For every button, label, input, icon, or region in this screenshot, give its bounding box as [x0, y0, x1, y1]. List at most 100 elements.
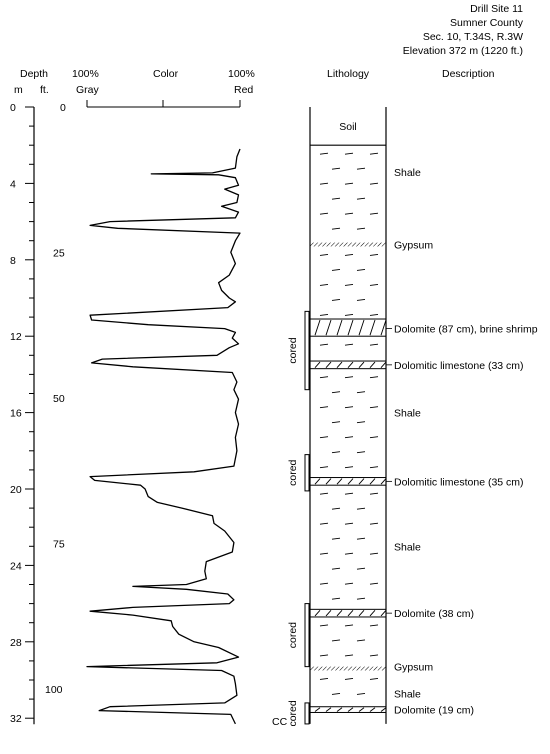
dolomite-symbol: [358, 319, 365, 336]
shale-symbol: [319, 582, 329, 585]
site-elevation: Elevation 372 m (1220 ft.): [403, 45, 523, 57]
shale-symbol: [319, 313, 329, 316]
dolomite-symbol: [325, 319, 332, 336]
dolomite-symbol: [325, 478, 332, 485]
feet-tick-label: 50: [53, 393, 65, 405]
meter-tick-label: 16: [10, 408, 22, 420]
dolomite-symbol: [380, 319, 387, 336]
feet-header: ft.: [40, 84, 49, 96]
dolomite-symbol: [325, 707, 332, 712]
shale-symbol: [319, 406, 329, 409]
dolomite-symbol: [369, 610, 376, 617]
shale-symbol: [369, 376, 379, 379]
dolomite-symbol: [369, 707, 376, 712]
dolomite-symbol: [380, 478, 387, 485]
shale-symbol: [369, 522, 379, 525]
shale-symbol: [331, 391, 341, 394]
dolomite-symbol: [336, 707, 343, 712]
dolomite-symbol: [314, 478, 321, 485]
shale-symbol: [344, 212, 354, 215]
dolomite-symbol: [336, 361, 343, 368]
shale-symbol: [369, 466, 379, 469]
shale-symbol: [344, 436, 354, 439]
layer-descriptions: Shale Gypsum Dolomite (87 cm), brine shrim…: [386, 167, 538, 717]
shale-symbol: [344, 283, 354, 286]
dolomite-symbol: [358, 707, 365, 712]
dolomite-symbol: [380, 610, 387, 617]
shale-symbol: [344, 678, 354, 680]
shale-symbol: [344, 466, 354, 469]
shale-symbol: [319, 436, 329, 439]
dolomite-symbol: [380, 361, 387, 368]
shale-symbol: [344, 313, 354, 316]
shale-symbol: [331, 227, 341, 230]
shale-symbol: [319, 253, 329, 256]
shale-symbol: [369, 253, 379, 256]
dolomite-symbol: [336, 478, 343, 485]
shale-symbol: [331, 639, 341, 642]
meter-tick-label: 32: [10, 713, 22, 725]
cored-label: cored: [287, 337, 299, 363]
shale-symbol: [344, 343, 354, 346]
dolomite-symbol: [369, 478, 376, 485]
column-headers: Depth m ft. 100% Gray Color 100% Red Lit…: [14, 68, 495, 96]
shale-symbol: [356, 268, 366, 271]
shale-symbol: [356, 597, 366, 600]
shale-symbol: [356, 227, 366, 230]
dolomite-symbol: [347, 361, 354, 368]
cored-intervals: cored cored cored cored: [287, 310, 310, 727]
layer-description: Gypsum: [394, 662, 433, 674]
layer-description: Dolomite (38 cm): [394, 608, 474, 620]
shale-symbol: [356, 421, 366, 424]
shale-symbol: [369, 313, 379, 316]
shale-symbol: [319, 522, 329, 525]
meter-tick-label: 4: [10, 178, 16, 190]
shale-symbol: [369, 436, 379, 439]
dolomite-symbol: [336, 319, 343, 336]
gray-header: Gray: [76, 84, 100, 96]
color-curve: [86, 148, 241, 725]
shale-symbol: [369, 343, 379, 346]
shale-symbol: [344, 624, 354, 627]
shale-symbol: [344, 522, 354, 525]
meter-tick-label: 0: [10, 102, 16, 114]
shale-symbol: [369, 654, 379, 657]
shale-symbol: [356, 167, 366, 170]
shale-symbol: [356, 391, 366, 394]
shale-symbol: [356, 298, 366, 301]
description-header: Description: [442, 68, 495, 80]
shale-symbol: [369, 182, 379, 185]
depth-axis: 0 4 8 12 16 20 24 28 32 0 25 50 75 100: [10, 102, 66, 725]
meters-header: m: [14, 84, 23, 96]
dolomite-symbol: [314, 610, 321, 617]
dolomite-symbol: [336, 610, 343, 617]
layer-description: Shale: [394, 167, 421, 179]
shale-symbol: [356, 567, 366, 570]
cored-bracket: [304, 603, 310, 668]
shale-symbol: [319, 212, 329, 215]
shale-symbol: [331, 693, 341, 695]
shale-symbol: [344, 253, 354, 256]
shale-symbol: [319, 654, 329, 657]
site-title: Drill Site 11: [470, 3, 523, 15]
soil-label: Soil: [339, 121, 357, 133]
feet-tick-label: 75: [53, 539, 65, 551]
shale-symbol: [331, 451, 341, 454]
shale-symbol: [356, 537, 366, 540]
site-info: Drill Site 11 Sumner County Sec. 10, T.3…: [403, 3, 524, 57]
shale-symbol: [369, 552, 379, 555]
shale-symbol: [369, 152, 379, 155]
shale-symbol: [344, 152, 354, 155]
shale-symbol: [369, 678, 379, 680]
red-percent-header: 100%: [228, 68, 255, 80]
dolomite-symbol: [369, 319, 376, 336]
shale-symbol: [344, 406, 354, 409]
site-location: Sec. 10, T.34S, R.3W: [423, 31, 523, 43]
color-scale-axis: [86, 100, 241, 108]
layer-description: Dolomitic limestone (33 cm): [394, 360, 524, 372]
dolomite-symbol: [325, 361, 332, 368]
shale-symbol: [344, 654, 354, 657]
color-header: Color: [153, 68, 179, 80]
meter-tick-label: 24: [10, 560, 22, 572]
